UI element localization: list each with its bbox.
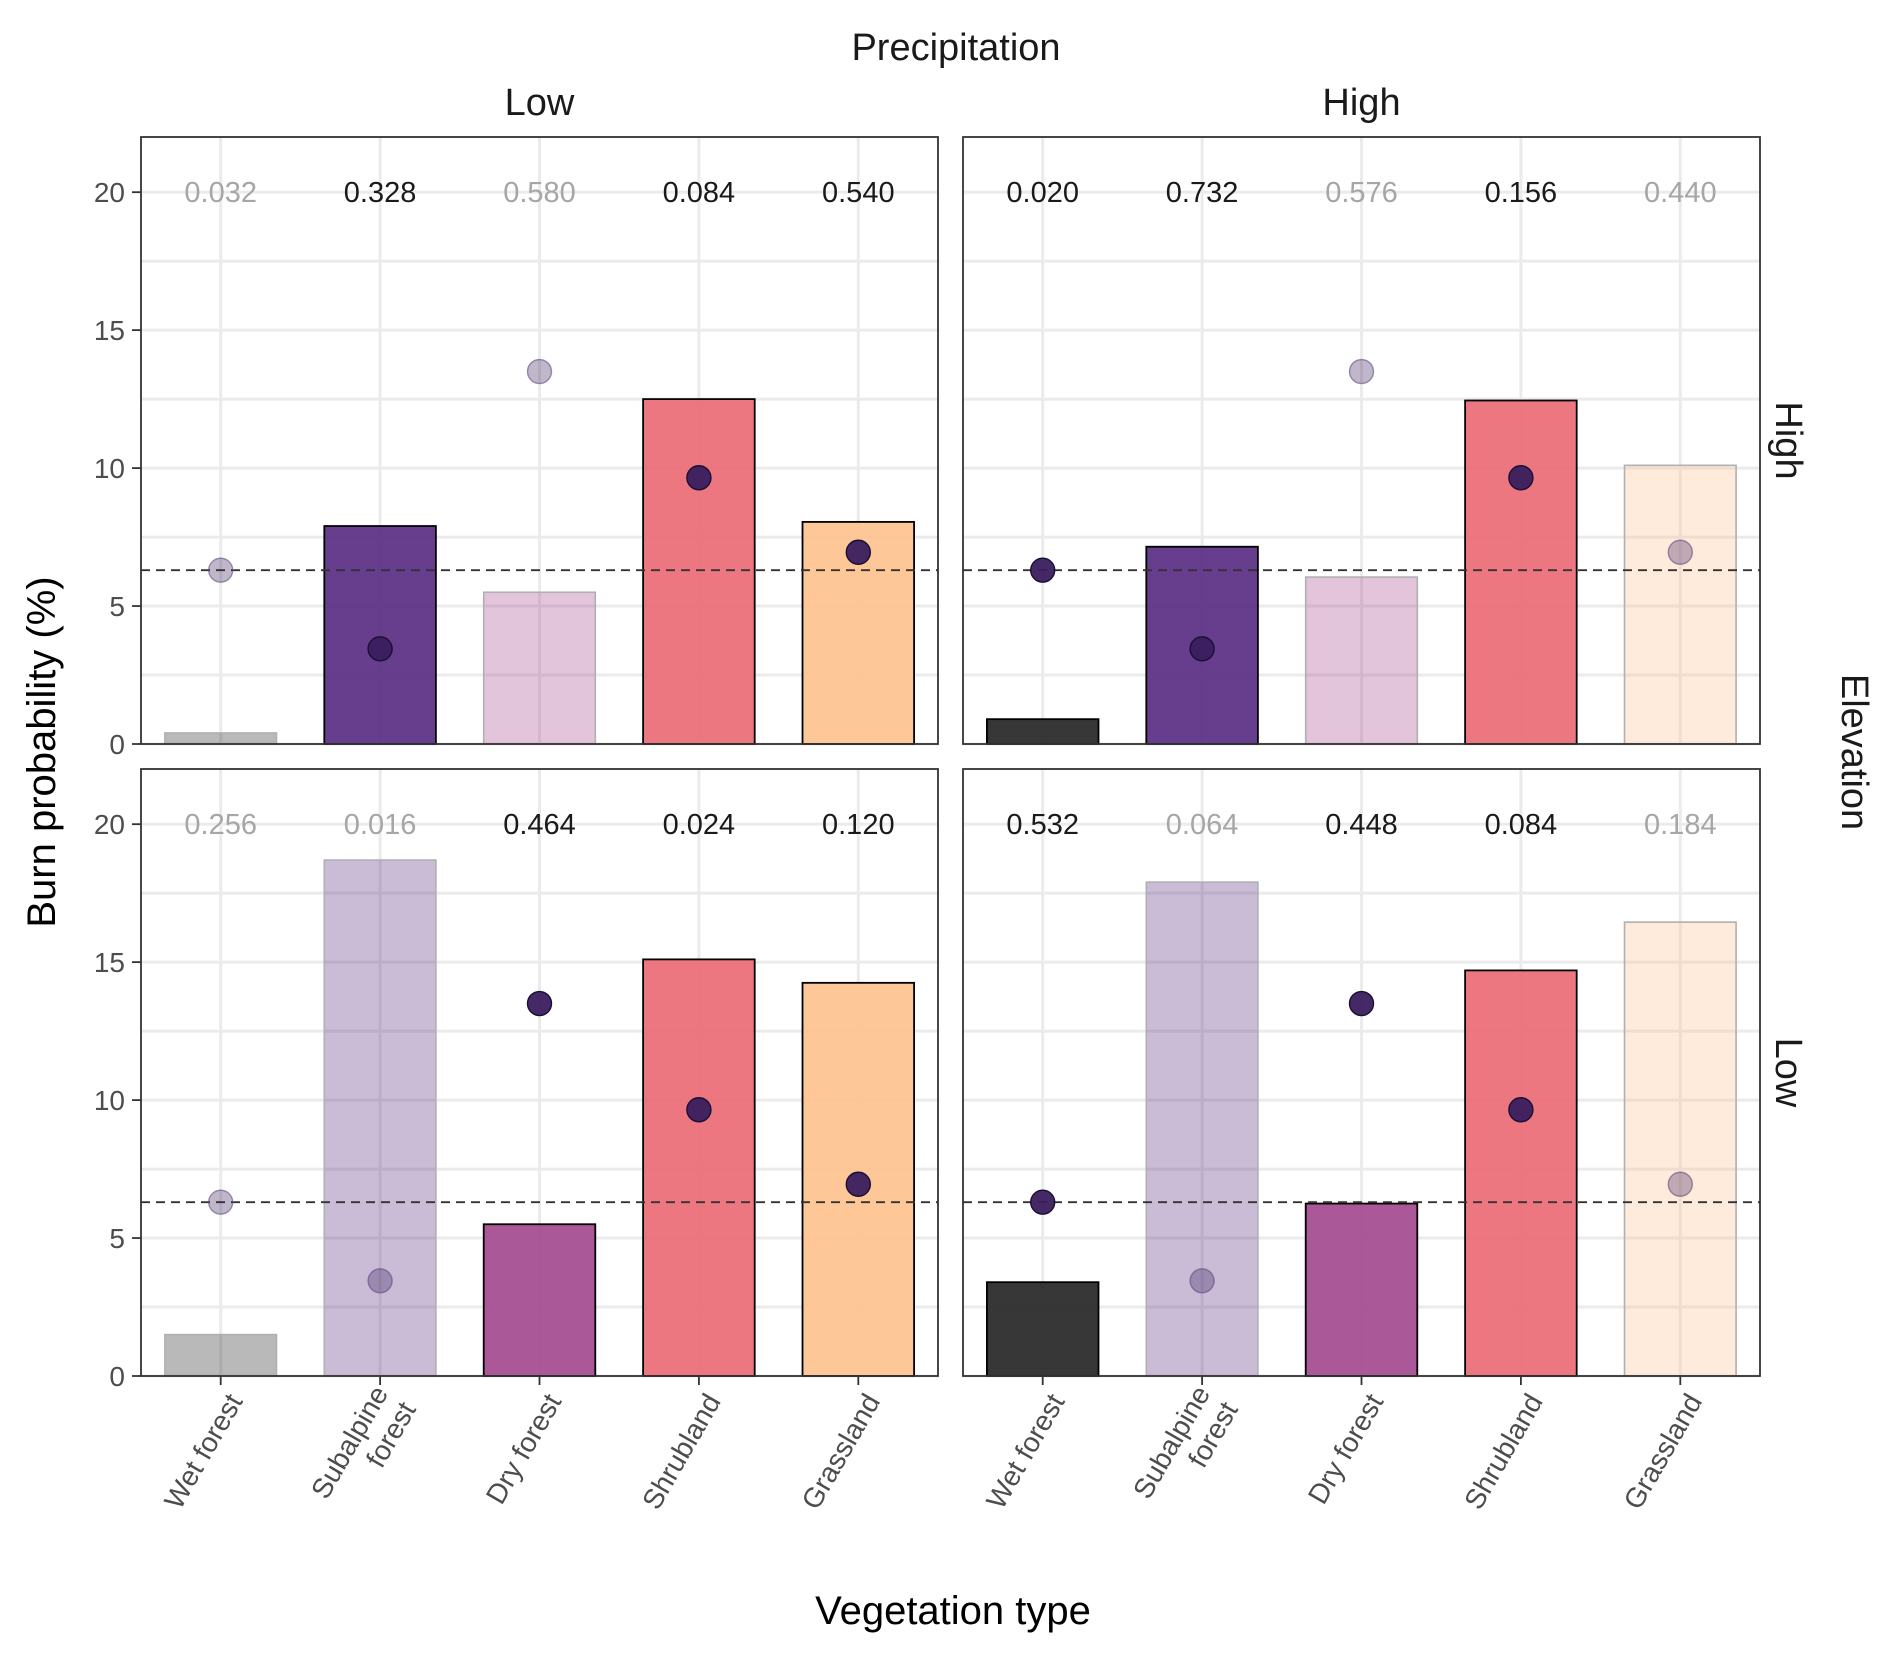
point-shrubland (686, 465, 712, 491)
p-value-label: 0.732 (1166, 177, 1239, 209)
point-dry-forest (1348, 358, 1375, 385)
point-grassland (845, 539, 871, 565)
p-value-label: 0.084 (1485, 809, 1558, 841)
row-strip-label: Low (1767, 1038, 1809, 1108)
y-tick-label: 10 (94, 453, 125, 484)
bar-subalpine-forest (323, 859, 437, 1377)
p-value-label: 0.576 (1325, 177, 1398, 209)
point-shrubland (686, 1097, 712, 1123)
p-value-label: 0.064 (1166, 809, 1239, 841)
bar-shrubland (642, 398, 756, 745)
point-wet-forest (1029, 1189, 1056, 1215)
y-tick-label: 15 (94, 315, 125, 346)
bar-wet-forest (986, 1281, 1100, 1377)
point-subalpine-forest (367, 636, 393, 662)
point-dry-forest (526, 358, 553, 385)
p-value-label: 0.448 (1325, 809, 1398, 841)
panel-low-elev-low-precip: 0.256 0.016 0.464 0.024 0.120 (140, 768, 939, 1378)
y-tick-label: 20 (94, 177, 125, 208)
point-subalpine-forest (1189, 636, 1215, 662)
p-value-label: 0.328 (344, 177, 417, 209)
p-value-label: 0.464 (503, 809, 576, 841)
p-value-label: 0.120 (822, 809, 895, 841)
p-value-label: 0.156 (1485, 177, 1558, 209)
bar-dry-forest (482, 1223, 597, 1377)
p-value-label: 0.016 (344, 809, 417, 841)
point-subalpine-forest (367, 1268, 393, 1294)
p-value-label: 0.032 (184, 177, 257, 209)
panels-layer: 0.032 0.328 0.580 0.084 0.540 0.020 0.732 0.576… (140, 136, 1761, 1378)
y-tick-label: 5 (109, 591, 125, 622)
p-value-label: 0.440 (1644, 177, 1717, 209)
panel-border (140, 136, 939, 745)
p-value-label: 0.024 (663, 809, 736, 841)
bar-grassland (1623, 921, 1737, 1377)
column-strip-label: Low (505, 82, 575, 124)
panel-high-elev-high-precip: 0.020 0.732 0.576 0.156 0.440 (962, 136, 1761, 746)
point-dry-forest (526, 990, 553, 1017)
row-facet-title: Elevation (1833, 674, 1875, 830)
y-tick-label: 20 (94, 809, 125, 840)
bar-dry-forest (1304, 576, 1419, 745)
x-axis-title: Vegetation type (815, 1589, 1091, 1633)
panel-low-elev-high-precip: 0.532 0.064 0.448 0.084 0.184 (962, 768, 1761, 1378)
bar-shrubland (1464, 969, 1578, 1377)
y-tick-label: 10 (94, 1085, 125, 1116)
point-wet-forest (207, 557, 234, 583)
bar-shrubland (1464, 399, 1578, 745)
bar-wet-forest (164, 1333, 278, 1377)
y-tick-label: 0 (109, 729, 125, 760)
bar-subalpine-forest (1145, 881, 1259, 1377)
bar-grassland (1623, 464, 1737, 745)
bar-wet-forest (986, 718, 1100, 745)
point-grassland (1667, 539, 1694, 565)
p-value-label: 0.540 (822, 177, 895, 209)
p-value-label: 0.020 (1006, 177, 1079, 209)
p-value-label: 0.184 (1644, 809, 1717, 841)
point-shrubland (1508, 1097, 1534, 1123)
bar-dry-forest (482, 591, 597, 745)
row-strip-label: High (1767, 401, 1809, 479)
bar-dry-forest (1304, 1202, 1419, 1377)
point-wet-forest (207, 1189, 234, 1215)
point-grassland (1667, 1171, 1694, 1197)
point-grassland (845, 1171, 871, 1197)
p-value-label: 0.084 (663, 177, 736, 209)
y-axis-title: Burn probability (%) (20, 576, 64, 927)
point-wet-forest (1029, 557, 1056, 583)
bar-wet-forest (164, 732, 278, 745)
point-shrubland (1508, 465, 1534, 491)
p-value-label: 0.580 (503, 177, 576, 209)
point-dry-forest (1348, 990, 1375, 1017)
panel-border (962, 136, 1761, 745)
panel-high-elev-low-precip: 0.032 0.328 0.580 0.084 0.540 (140, 136, 939, 746)
point-subalpine-forest (1189, 1268, 1215, 1294)
p-value-label: 0.532 (1006, 809, 1079, 841)
column-strip-label: High (1322, 82, 1400, 124)
y-tick-label: 15 (94, 947, 125, 978)
bar-subalpine-forest (323, 525, 437, 745)
y-tick-label: 5 (109, 1223, 125, 1254)
bar-shrubland (642, 958, 756, 1377)
y-tick-label: 0 (109, 1361, 125, 1392)
p-value-label: 0.256 (184, 809, 257, 841)
column-facet-title: Precipitation (851, 27, 1060, 69)
